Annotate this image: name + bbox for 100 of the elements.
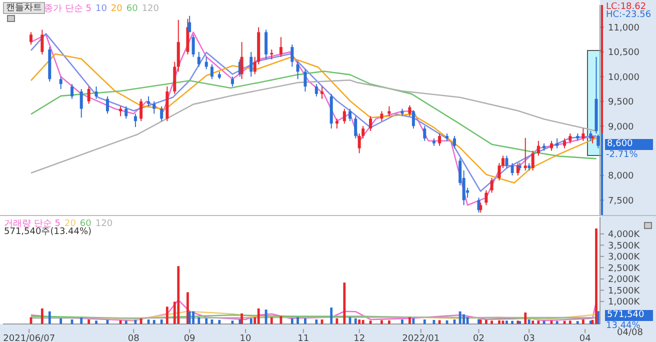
candlestick xyxy=(369,116,372,132)
candlestick xyxy=(412,110,415,130)
candlestick xyxy=(279,36,282,58)
line-series xyxy=(30,70,597,160)
bar xyxy=(188,311,191,324)
annotation: 571,540주(13.44%) xyxy=(4,227,92,237)
bar xyxy=(528,319,530,324)
candlestick xyxy=(152,100,156,114)
candlestick xyxy=(335,118,338,130)
candlestick xyxy=(188,15,192,33)
bar xyxy=(257,308,260,324)
y-tick-label: 8,000 xyxy=(608,172,634,182)
bar xyxy=(218,320,221,324)
candlestick xyxy=(596,134,600,149)
candlestick xyxy=(70,84,74,100)
candlestick xyxy=(354,116,358,139)
candlestick xyxy=(94,86,98,100)
candlestick xyxy=(563,138,566,149)
candlestick xyxy=(380,110,384,122)
y-tick-label: 2,500K xyxy=(608,264,641,274)
text: LC:18.62 xyxy=(606,2,646,12)
bar xyxy=(595,228,598,324)
bar xyxy=(315,319,318,324)
text: 10 xyxy=(95,4,107,14)
bar xyxy=(152,320,156,324)
candlestick xyxy=(348,108,352,122)
candlestick xyxy=(342,108,346,124)
candlestick xyxy=(140,98,143,122)
candlestick xyxy=(556,138,559,149)
y-tick-label: 11,000 xyxy=(608,23,640,34)
bar xyxy=(60,318,62,324)
y-tick-label: 4,000K xyxy=(608,230,641,240)
candlestick xyxy=(531,150,534,172)
candlestick xyxy=(536,140,540,156)
candlestick xyxy=(314,84,318,97)
text: 04/08 xyxy=(617,328,643,338)
bar xyxy=(354,318,357,324)
bar xyxy=(48,311,51,324)
bar xyxy=(498,320,500,324)
y-tick-label: 3,000K xyxy=(608,252,641,263)
bar xyxy=(80,318,83,324)
text: 8,600 xyxy=(605,139,653,150)
candlestick xyxy=(240,42,244,80)
bar xyxy=(192,311,194,324)
candlestick xyxy=(524,137,527,172)
candlestick xyxy=(59,76,62,90)
legend-title: 종가 단순 xyxy=(44,4,84,14)
candlestick xyxy=(124,106,128,120)
candlestick xyxy=(582,128,585,142)
bar xyxy=(596,311,600,324)
bar xyxy=(250,318,252,324)
candlestick xyxy=(80,88,83,118)
bar xyxy=(408,317,411,324)
candlestick xyxy=(479,202,482,214)
bar xyxy=(511,320,514,324)
candlestick xyxy=(134,113,137,128)
bar xyxy=(177,266,180,324)
candlestick xyxy=(250,51,253,78)
candlestick xyxy=(192,34,195,58)
bar xyxy=(532,320,534,324)
bar xyxy=(582,319,584,324)
bar xyxy=(568,320,572,324)
bar xyxy=(124,320,128,324)
candlestick xyxy=(423,126,426,142)
bar xyxy=(88,319,90,324)
candlestick xyxy=(510,162,514,176)
x-tick-label: 11 xyxy=(298,334,310,342)
candlestick xyxy=(304,68,307,92)
candlestick xyxy=(210,64,214,80)
x-tick-label: 2021/06/07 xyxy=(3,334,56,342)
candlestick xyxy=(408,104,412,117)
bar xyxy=(160,319,163,324)
bar xyxy=(140,318,142,324)
bar xyxy=(563,320,566,324)
x-tick-label: 09 xyxy=(184,334,196,342)
candlestick xyxy=(484,190,488,206)
text: -2.71% xyxy=(606,150,638,160)
bar xyxy=(270,317,273,324)
text: 120 xyxy=(95,219,113,229)
bar xyxy=(240,313,243,324)
bar xyxy=(462,314,466,324)
bar xyxy=(380,320,383,324)
text: 20 xyxy=(110,4,122,14)
y-tick-label: 1,500K xyxy=(608,286,641,296)
bar xyxy=(186,292,189,324)
y-tick-label: 10,000 xyxy=(608,72,640,83)
candlestick xyxy=(230,76,234,88)
text: 20 xyxy=(64,219,76,229)
bar xyxy=(198,317,200,324)
bar xyxy=(506,320,508,324)
line-series xyxy=(30,79,597,174)
bar xyxy=(537,320,540,324)
candlestick xyxy=(568,132,572,144)
text: 120 xyxy=(142,4,160,14)
candlestick xyxy=(40,29,44,55)
bar xyxy=(458,311,462,324)
candlestick xyxy=(550,140,553,152)
bar xyxy=(524,312,527,324)
bar xyxy=(412,318,415,324)
bar xyxy=(388,320,390,324)
